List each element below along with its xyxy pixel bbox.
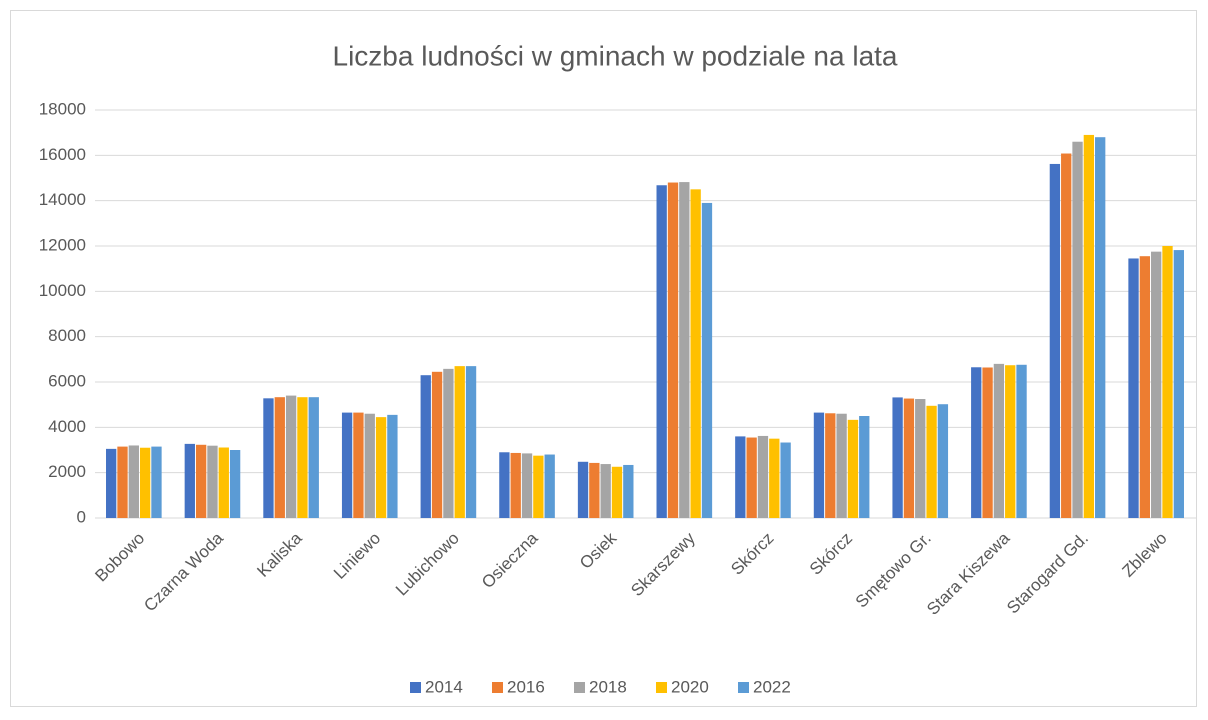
bar bbox=[1049, 163, 1061, 519]
bar bbox=[690, 189, 701, 519]
bar bbox=[533, 455, 544, 518]
bar bbox=[746, 437, 757, 518]
bar bbox=[420, 375, 431, 518]
bar bbox=[937, 404, 949, 518]
chart-title: Liczba ludności w gminach w podziale na … bbox=[333, 40, 898, 71]
bar bbox=[510, 452, 521, 518]
bar bbox=[443, 368, 454, 518]
legend-swatch bbox=[410, 682, 421, 693]
legend-swatch bbox=[738, 682, 749, 693]
bar bbox=[813, 412, 825, 518]
bar bbox=[1095, 137, 1106, 518]
bar bbox=[521, 453, 533, 518]
bar bbox=[1128, 258, 1139, 518]
bar bbox=[308, 397, 319, 518]
y-tick-label: 6000 bbox=[48, 371, 86, 390]
bar bbox=[274, 397, 285, 518]
bar bbox=[128, 445, 139, 518]
bar bbox=[1173, 250, 1184, 518]
bar bbox=[847, 419, 859, 518]
bar bbox=[544, 454, 555, 518]
bar bbox=[297, 397, 308, 518]
bar bbox=[903, 398, 915, 518]
bar bbox=[656, 185, 667, 518]
bar bbox=[836, 413, 847, 518]
bar bbox=[1151, 251, 1162, 518]
bar bbox=[1162, 246, 1173, 518]
y-tick-label: 12000 bbox=[39, 235, 86, 254]
bar bbox=[611, 466, 623, 518]
legend-label: 2016 bbox=[507, 677, 545, 696]
y-tick-label: 8000 bbox=[48, 326, 86, 345]
legend-label: 2018 bbox=[589, 677, 627, 696]
bar bbox=[263, 398, 274, 518]
bar bbox=[1016, 364, 1027, 518]
bar bbox=[780, 442, 791, 518]
bar bbox=[679, 182, 690, 518]
bar bbox=[600, 464, 611, 518]
bar bbox=[207, 445, 218, 518]
y-tick-label: 16000 bbox=[39, 145, 86, 164]
bar bbox=[982, 367, 993, 518]
bar bbox=[825, 413, 836, 518]
bar bbox=[589, 462, 600, 518]
bar bbox=[454, 366, 465, 518]
bar bbox=[431, 371, 443, 518]
bar bbox=[139, 447, 151, 518]
y-tick-label: 10000 bbox=[39, 281, 86, 300]
bar bbox=[859, 416, 870, 518]
bar bbox=[1005, 365, 1016, 518]
y-tick-label: 18000 bbox=[39, 99, 86, 118]
bar bbox=[353, 412, 364, 518]
bar bbox=[926, 405, 937, 518]
bar bbox=[892, 397, 903, 518]
bar bbox=[387, 414, 398, 518]
bar bbox=[915, 399, 926, 518]
bar bbox=[757, 435, 769, 518]
bar bbox=[769, 438, 780, 518]
y-tick-label: 2000 bbox=[48, 462, 86, 481]
bar bbox=[701, 202, 713, 518]
bar bbox=[341, 412, 353, 518]
bar bbox=[364, 413, 375, 518]
bar bbox=[195, 444, 207, 518]
legend-swatch bbox=[656, 682, 667, 693]
bar bbox=[667, 182, 679, 519]
bar bbox=[735, 436, 746, 518]
bar bbox=[117, 446, 128, 518]
bar bbox=[1072, 141, 1083, 518]
y-tick-label: 0 bbox=[77, 507, 86, 526]
bar bbox=[106, 448, 117, 518]
legend-label: 2022 bbox=[753, 677, 791, 696]
legend-label: 2020 bbox=[671, 677, 709, 696]
bar bbox=[499, 452, 510, 518]
bar bbox=[1061, 153, 1072, 518]
bar bbox=[229, 450, 241, 518]
legend-swatch bbox=[492, 682, 503, 693]
bar bbox=[218, 447, 229, 518]
bar bbox=[285, 395, 297, 518]
bar bbox=[465, 366, 477, 518]
bar bbox=[151, 446, 162, 518]
y-tick-label: 14000 bbox=[39, 190, 86, 209]
legend-swatch bbox=[574, 682, 585, 693]
bar bbox=[577, 461, 589, 518]
bar bbox=[993, 363, 1005, 518]
bar bbox=[971, 367, 982, 518]
bar bbox=[1083, 134, 1095, 518]
bar bbox=[184, 443, 195, 518]
chart-frame bbox=[10, 10, 1197, 707]
legend-label: 2014 bbox=[425, 677, 463, 696]
y-tick-label: 4000 bbox=[48, 417, 86, 436]
bar bbox=[623, 464, 634, 518]
bar bbox=[1139, 256, 1151, 518]
bar bbox=[375, 417, 387, 518]
